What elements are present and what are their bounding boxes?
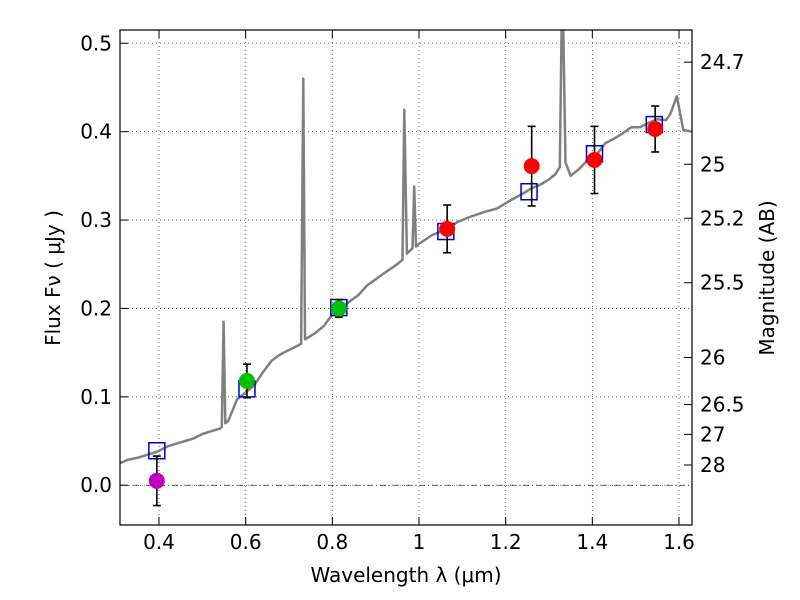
magnitude-tick-label: 24.7 [700,50,745,74]
y-tick-label: 0.3 [80,208,112,232]
y-tick-label: 0.2 [80,296,112,320]
data-layer [120,30,692,507]
y-axis-label-left: Flux Fν ( μJy ) [41,210,65,346]
x-tick-label: 1 [413,530,426,554]
x-tick-label: 1.4 [576,530,608,554]
plot-background [120,30,692,525]
observed-flux-point [523,158,540,175]
plot-frame [119,29,693,526]
x-axis-label: Wavelength λ (μm) [310,563,501,587]
x-tick-label: 0.8 [316,530,348,554]
y-tick-label: 0.4 [80,120,112,144]
observed-flux-point [439,220,456,237]
x-tick-label: 0.6 [230,530,262,554]
x-tick-label: 1.6 [663,530,695,554]
magnitude-tick-label: 25.5 [700,271,745,295]
y-tick-label: 0.5 [80,31,112,55]
magnitude-tick-label: 26 [700,345,725,369]
magnitude-tick-label: 28 [700,453,725,477]
y-tick-label: 0.0 [80,473,112,497]
observed-flux-point [148,472,165,489]
observed-flux-point [238,372,255,389]
observed-flux-point [647,121,664,137]
y-axis-label-right: Magnitude (AB) [755,200,779,355]
magnitude-tick-label: 25.2 [700,206,745,230]
magnitude-tick-label: 27 [700,422,725,446]
grid [120,30,692,525]
x-tick-label: 0.4 [143,530,175,554]
model-photometry-square [520,183,538,201]
observed-flux-point [586,151,603,168]
observed-flux-point [330,300,347,317]
magnitude-tick-label: 25 [700,152,725,176]
ticks: 0.4 0.6 0.8 1 1.2 1.4 1.6 0.0 0.1 0.2 0.3 0.4 0.5 24.… [80,30,745,554]
y-tick-label: 0.1 [80,385,112,409]
magnitude-tick-label: 26.5 [700,393,745,417]
x-tick-label: 1.2 [490,530,522,554]
